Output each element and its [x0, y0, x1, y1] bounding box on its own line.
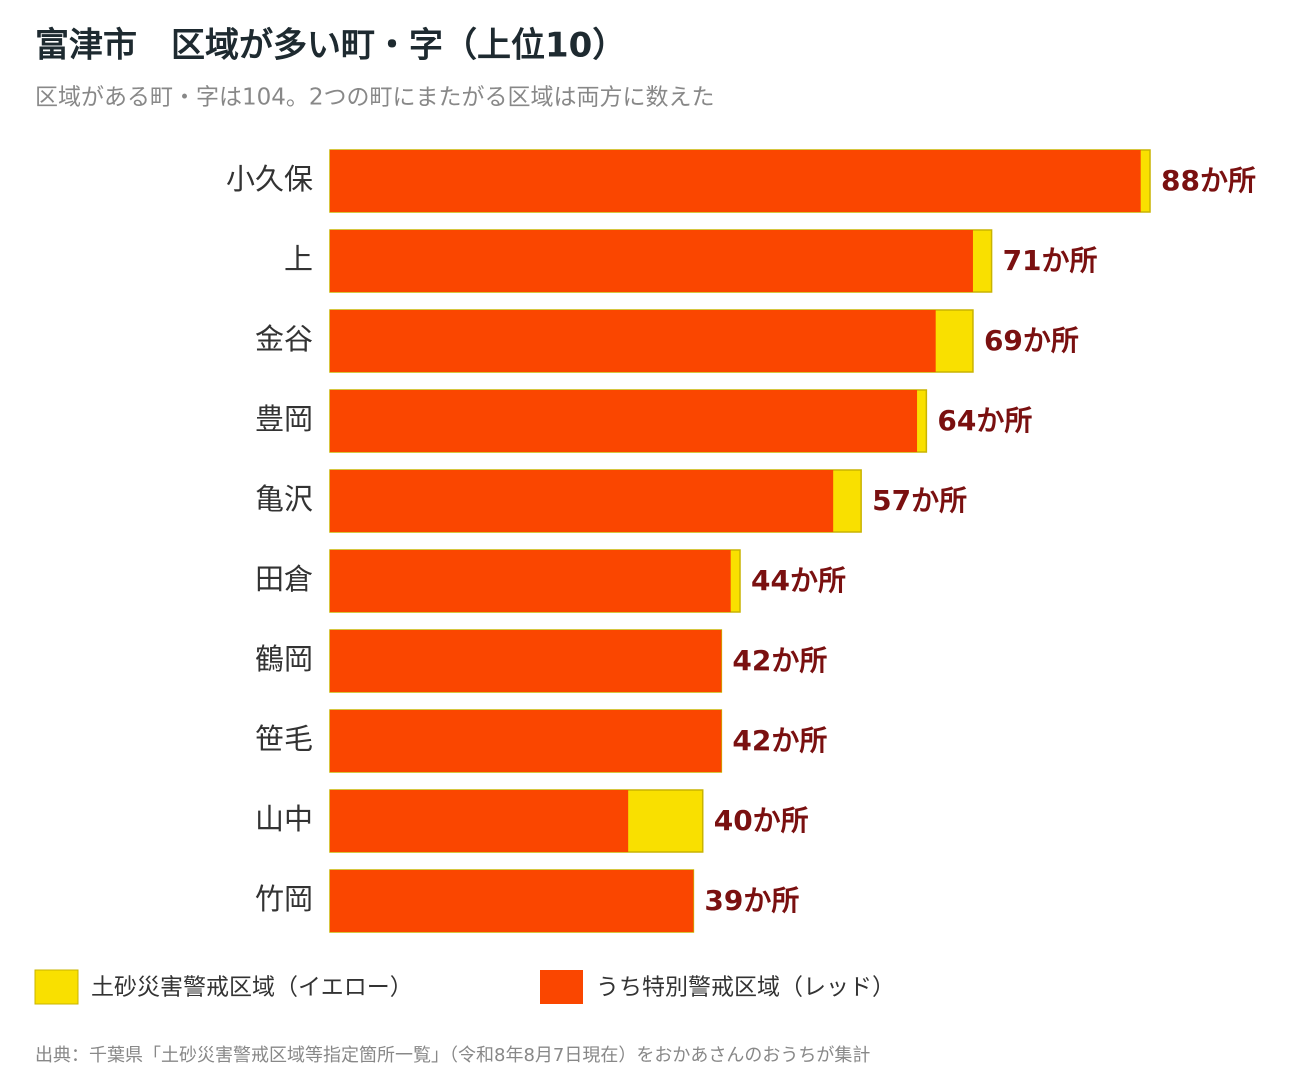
y-tick-label: 小久保 [226, 162, 313, 196]
y-tick-label: 竹岡 [255, 882, 313, 916]
data-label: 69か所 [984, 324, 1079, 357]
y-tick-label: 鶴岡 [255, 642, 313, 676]
data-label: 71か所 [1003, 244, 1098, 277]
y-tick-label: 田倉 [255, 562, 313, 596]
source: 出典：千葉県「土砂災害警戒区域等指定箇所一覧」（令和8年8月7日現在）をおかあさ… [35, 1045, 870, 1066]
legend-label: 土砂災害警戒区域（イエロー） [91, 975, 413, 1001]
y-tick-label: 金谷 [255, 322, 313, 356]
bar-red [330, 310, 936, 372]
y-tick-label: 豊岡 [255, 402, 313, 436]
bar-red [330, 230, 973, 292]
data-label: 42か所 [732, 724, 827, 757]
legend-label: うち特別警戒区域（レッド） [596, 975, 895, 1001]
data-label: 64か所 [937, 404, 1032, 437]
data-label: 88か所 [1161, 164, 1256, 197]
y-tick-label: 山中 [255, 802, 313, 836]
data-label: 44か所 [751, 564, 846, 597]
bar-red [330, 150, 1141, 212]
y-tick-label: 笹毛 [255, 722, 313, 756]
chart-subtitle: 区域がある町・字は104。2つの町にまたがる区域は両方に数えた [35, 85, 715, 111]
y-tick-label: 上 [284, 242, 313, 276]
bar-red [330, 550, 731, 612]
bar-red [330, 710, 722, 772]
legend-swatch [34, 969, 79, 1005]
bar-red [330, 630, 722, 692]
bar-red [330, 390, 918, 452]
legend-swatch [540, 970, 583, 1004]
data-label: 40か所 [714, 804, 809, 837]
y-tick-label: 亀沢 [255, 482, 313, 516]
data-label: 57か所 [872, 484, 967, 517]
chart-title: 富津市 区域が多い町・字（上位10） [35, 26, 626, 66]
bar-red [330, 470, 834, 532]
data-label: 39か所 [704, 884, 799, 917]
bar-red [330, 790, 629, 852]
data-label: 42か所 [732, 644, 827, 677]
bar-red [330, 870, 694, 932]
